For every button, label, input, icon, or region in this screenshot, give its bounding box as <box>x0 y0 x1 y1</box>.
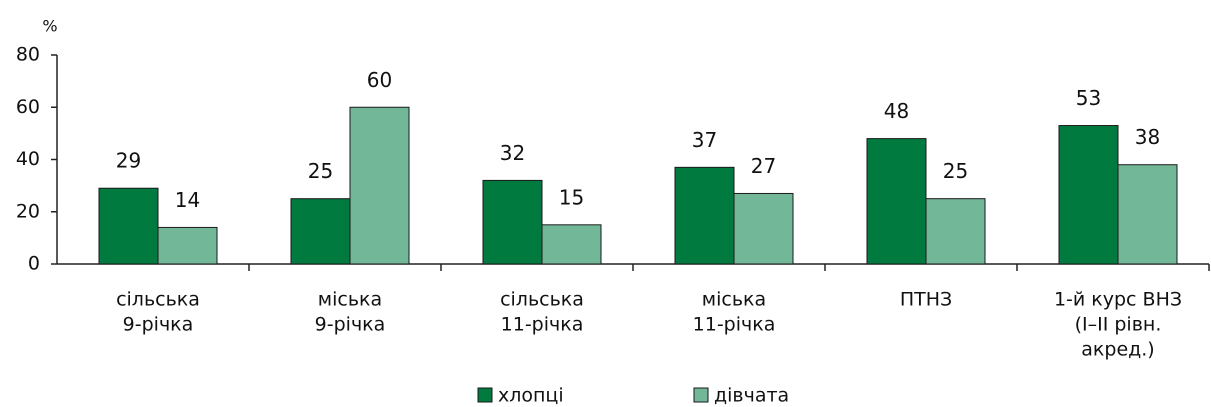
bar <box>290 198 351 265</box>
x-tick-label: (I–II рівн. <box>1075 314 1162 336</box>
x-tick-label: ПТНЗ <box>900 289 952 311</box>
x-tick-label: 9-річка <box>123 314 194 336</box>
value-label: 60 <box>367 68 392 92</box>
x-tick-label: 9-річка <box>315 314 386 336</box>
value-label: 29 <box>116 149 141 173</box>
value-label: 15 <box>559 185 584 209</box>
value-label: 25 <box>308 159 333 183</box>
bar <box>925 198 986 265</box>
y-axis-label: % <box>42 17 57 36</box>
y-tick-label: 40 <box>16 148 40 170</box>
value-label: 38 <box>1135 125 1160 149</box>
x-tick-label: міська <box>318 289 382 311</box>
bar <box>674 166 735 265</box>
value-label: 48 <box>884 99 909 123</box>
value-label: 25 <box>943 159 968 183</box>
x-tick-label: 11-річка <box>693 314 776 336</box>
y-tick-label: 80 <box>16 44 40 66</box>
x-tick-label: 11-річка <box>501 314 584 336</box>
bar <box>866 138 927 265</box>
value-label: 37 <box>692 128 717 152</box>
bar <box>157 226 218 265</box>
bar <box>98 187 159 265</box>
bar <box>1058 125 1119 265</box>
x-tick-label: акред.) <box>1081 339 1154 361</box>
x-tick-label: міська <box>702 289 766 311</box>
bar <box>482 179 543 265</box>
x-tick-label: сільська <box>116 289 200 311</box>
y-tick-label: 0 <box>28 253 40 275</box>
legend-swatch <box>477 387 493 403</box>
bar <box>541 224 602 265</box>
y-tick-label: 20 <box>16 200 40 222</box>
value-label: 32 <box>500 141 525 165</box>
value-label: 27 <box>751 154 776 178</box>
legend-label: дівчата <box>714 385 789 407</box>
x-tick-label: сільська <box>500 289 584 311</box>
bar <box>349 106 410 265</box>
y-tick-label: 60 <box>16 96 40 118</box>
x-tick-label: 1-й курс ВНЗ <box>1054 289 1182 311</box>
bar <box>733 192 794 265</box>
legend-label: хлопці <box>498 385 564 407</box>
bar <box>1117 164 1178 265</box>
value-label: 53 <box>1076 86 1101 110</box>
value-label: 14 <box>175 188 200 212</box>
legend-swatch <box>693 387 709 403</box>
